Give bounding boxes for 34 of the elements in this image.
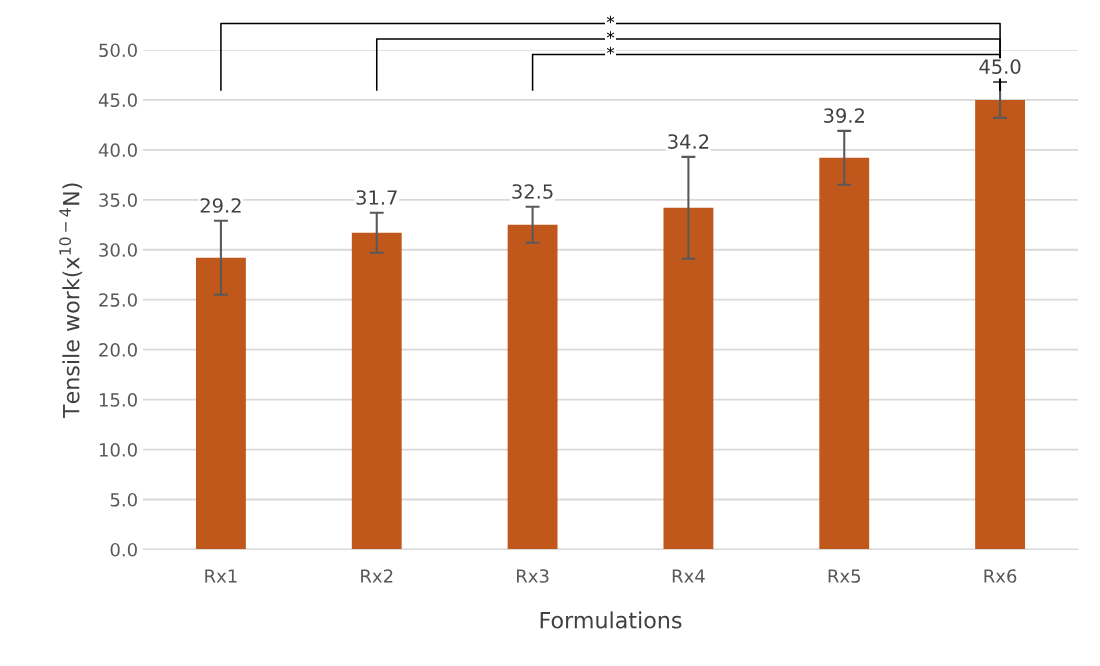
- bar: [819, 157, 870, 550]
- x-tick-label: Rx3: [516, 569, 549, 583]
- y-tick-label: 5.0: [110, 492, 137, 507]
- text: *: [606, 31, 615, 39]
- data-label: 32.5: [512, 184, 553, 199]
- y-tick-label: 0.0: [110, 542, 137, 557]
- y-tick-label: 20.0: [99, 343, 137, 357]
- x-axis-title: Formulations: [540, 611, 682, 629]
- data-label: 39.2: [824, 108, 864, 123]
- y-tick-label: 30.0: [99, 243, 137, 257]
- data-label: 31.7: [356, 190, 397, 205]
- x-tick-label: Rx1: [205, 569, 237, 583]
- data-label: 45.0: [979, 59, 1021, 74]
- bar: [663, 207, 714, 550]
- y-tick-label: 50.0: [99, 43, 137, 58]
- bar: [195, 257, 246, 550]
- bar: [351, 232, 402, 550]
- y-tick-label: 10.0: [99, 443, 137, 457]
- annotation: *: [606, 46, 615, 55]
- data-label: 29.2: [200, 198, 241, 213]
- y-tick-label: 35.0: [99, 193, 137, 207]
- y-tick-label: 25.0: [99, 293, 137, 307]
- x-tick-label: Rx2: [361, 569, 393, 583]
- y-tick-label: 15.0: [99, 393, 137, 407]
- x-tick-label: Rx5: [828, 569, 861, 583]
- y-axis-title: Tensile work(x$^{10−4}$N): [59, 183, 83, 419]
- text: *: [606, 15, 615, 24]
- x-tick-label: Rx6: [984, 569, 1017, 583]
- bar: [975, 99, 1026, 550]
- y-tick-label: 45.0: [98, 93, 137, 108]
- x-tick-label: Rx4: [672, 569, 705, 583]
- y-tick-label: 40.0: [98, 143, 137, 157]
- bar: [507, 224, 558, 550]
- data-label: 34.2: [668, 134, 709, 149]
